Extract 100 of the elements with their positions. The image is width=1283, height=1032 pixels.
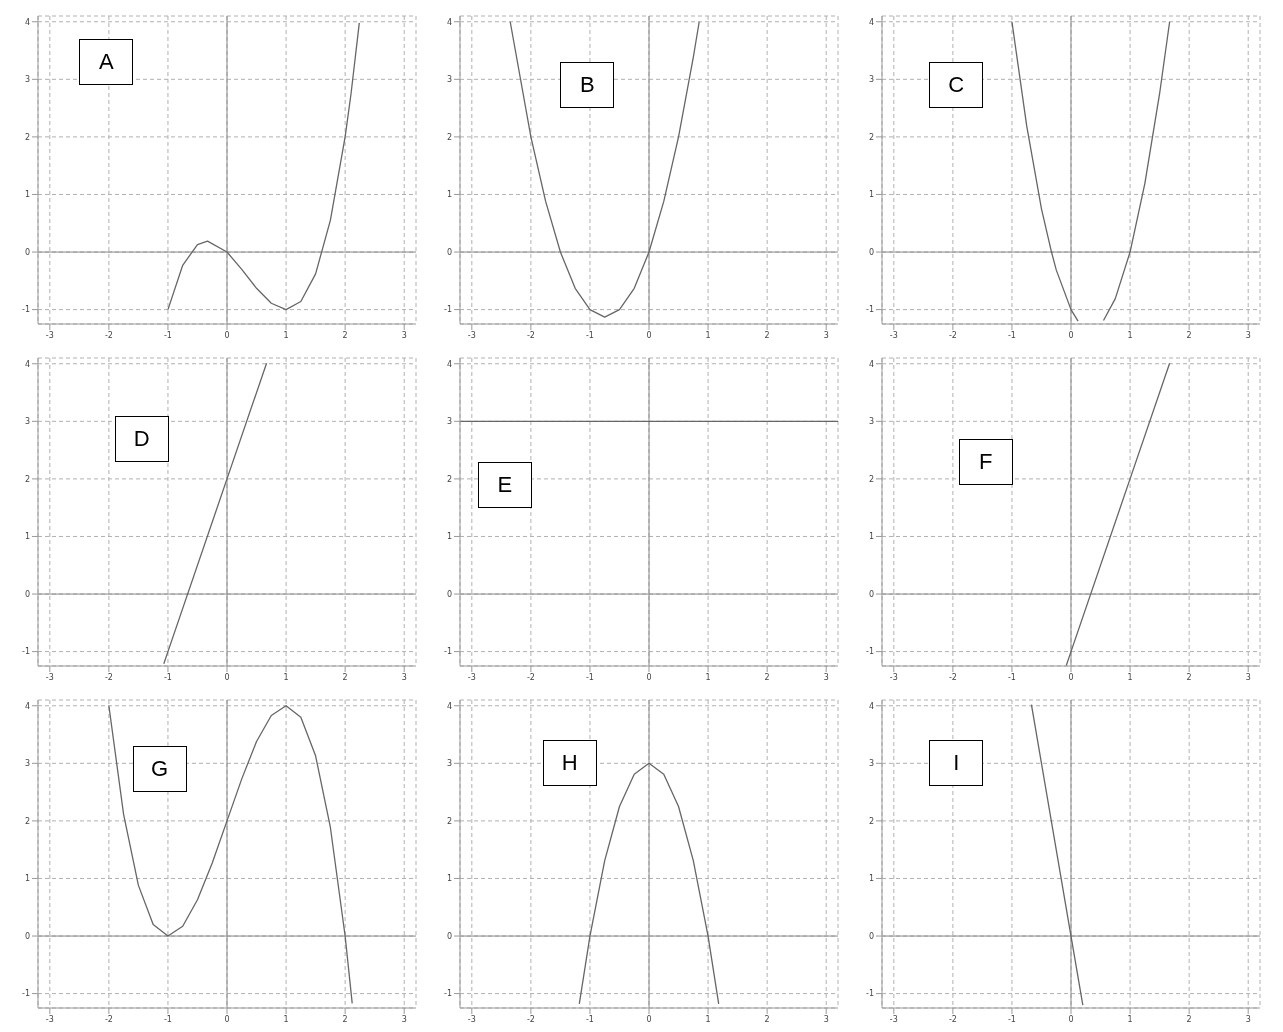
text: F — [958, 438, 1013, 485]
x-tick-label: -3 — [467, 330, 476, 340]
x-tick-label: -1 — [585, 672, 594, 682]
y-tick-label: 4 — [446, 17, 452, 27]
x-tick-label: 1 — [705, 1014, 711, 1024]
x-tick-label: -2 — [948, 1014, 957, 1024]
x-tick-label: 2 — [342, 330, 348, 340]
y-tick-label: 1 — [446, 874, 452, 884]
y-tick-label: -1 — [22, 989, 30, 999]
y-tick-label: -1 — [444, 647, 452, 657]
x-tick-label: 2 — [342, 672, 348, 682]
y-tick-label: 3 — [446, 759, 452, 769]
x-tick-label: 0 — [1068, 1014, 1074, 1024]
text: D — [114, 415, 169, 462]
x-tick-label: 3 — [1245, 330, 1251, 340]
y-tick-label: 0 — [868, 589, 874, 599]
line-series — [1065, 362, 1171, 666]
x-tick-label: 3 — [401, 1014, 407, 1024]
y-tick-label: 0 — [868, 931, 874, 941]
x-tick-label: -1 — [585, 330, 594, 340]
y-tick-label: 4 — [868, 359, 874, 369]
y-tick-label: 1 — [24, 190, 30, 200]
y-tick-label: 3 — [868, 75, 874, 85]
x-tick-label: 0 — [1068, 672, 1074, 682]
x-tick-label: -3 — [45, 1014, 54, 1024]
text: G — [132, 746, 187, 793]
x-tick-label: -1 — [1007, 330, 1016, 340]
x-tick-label: 0 — [646, 330, 652, 340]
x-tick-label: -2 — [526, 330, 535, 340]
y-tick-label: 0 — [24, 247, 30, 257]
y-tick-label: 1 — [446, 532, 452, 542]
y-tick-label: 2 — [24, 816, 30, 826]
x-tick-label: 1 — [283, 1014, 289, 1024]
y-tick-label: 4 — [446, 701, 452, 711]
x-tick-label: 3 — [401, 330, 407, 340]
x-tick-label: 3 — [1245, 1014, 1251, 1024]
x-tick-label: 0 — [646, 672, 652, 682]
y-tick-label: 4 — [868, 17, 874, 27]
x-tick-label: -3 — [45, 330, 54, 340]
y-tick-label: 1 — [24, 532, 30, 542]
y-tick-label: 0 — [446, 589, 452, 599]
y-tick-label: 0 — [24, 589, 30, 599]
x-tick-label: 2 — [764, 1014, 770, 1024]
line-series — [163, 362, 268, 665]
x-tick-label: 1 — [705, 672, 711, 682]
y-tick-label: 4 — [24, 701, 30, 711]
x-tick-label: 3 — [823, 1014, 829, 1024]
y-tick-label: 1 — [868, 532, 874, 542]
y-tick-label: 2 — [446, 474, 452, 484]
y-tick-label: 2 — [24, 474, 30, 484]
x-tick-label: 1 — [283, 330, 289, 340]
x-tick-label: 1 — [1127, 672, 1133, 682]
line-series — [108, 705, 353, 1005]
x-tick-label: -3 — [889, 330, 898, 340]
text: H — [542, 740, 597, 787]
y-tick-label: -1 — [444, 989, 452, 999]
x-tick-label: 2 — [1186, 672, 1192, 682]
y-tick-label: 4 — [446, 359, 452, 369]
x-tick-label: 3 — [401, 672, 407, 682]
y-tick-label: 3 — [24, 417, 30, 427]
line-series — [509, 21, 700, 318]
y-tick-label: -1 — [866, 305, 874, 315]
x-tick-label: 0 — [1068, 330, 1074, 340]
y-tick-label: 4 — [24, 17, 30, 27]
x-tick-label: -3 — [889, 672, 898, 682]
y-tick-label: 3 — [24, 759, 30, 769]
x-tick-label: -2 — [526, 1014, 535, 1024]
y-tick-label: 2 — [24, 132, 30, 142]
y-tick-label: 1 — [868, 874, 874, 884]
y-tick-label: 2 — [868, 474, 874, 484]
y-tick-label: -1 — [444, 305, 452, 315]
y-tick-label: 4 — [868, 701, 874, 711]
x-tick-label: -1 — [585, 1014, 594, 1024]
x-tick-label: -2 — [948, 672, 957, 682]
x-tick-label: 1 — [705, 330, 711, 340]
x-tick-label: -3 — [889, 1014, 898, 1024]
x-tick-label: 2 — [342, 1014, 348, 1024]
x-tick-label: -1 — [163, 330, 172, 340]
text: I — [929, 740, 984, 787]
x-tick-label: 2 — [764, 330, 770, 340]
text: A — [79, 39, 134, 86]
x-tick-label: -1 — [1007, 672, 1016, 682]
line-series — [167, 22, 360, 311]
y-tick-label: 4 — [24, 359, 30, 369]
x-tick-label: 0 — [224, 330, 230, 340]
y-tick-label: -1 — [22, 305, 30, 315]
x-tick-label: 1 — [1127, 330, 1133, 340]
x-tick-label: 3 — [1245, 672, 1251, 682]
text: E — [477, 461, 532, 508]
y-tick-label: 0 — [446, 931, 452, 941]
x-tick-label: -1 — [1007, 1014, 1016, 1024]
x-tick-label: -3 — [467, 672, 476, 682]
y-tick-label: 3 — [24, 75, 30, 85]
y-tick-label: 1 — [446, 190, 452, 200]
x-tick-label: -3 — [45, 672, 54, 682]
text: C — [929, 62, 984, 109]
line-series — [578, 762, 720, 1005]
y-tick-label: -1 — [866, 989, 874, 999]
y-tick-label: 3 — [868, 417, 874, 427]
text: B — [560, 62, 615, 109]
